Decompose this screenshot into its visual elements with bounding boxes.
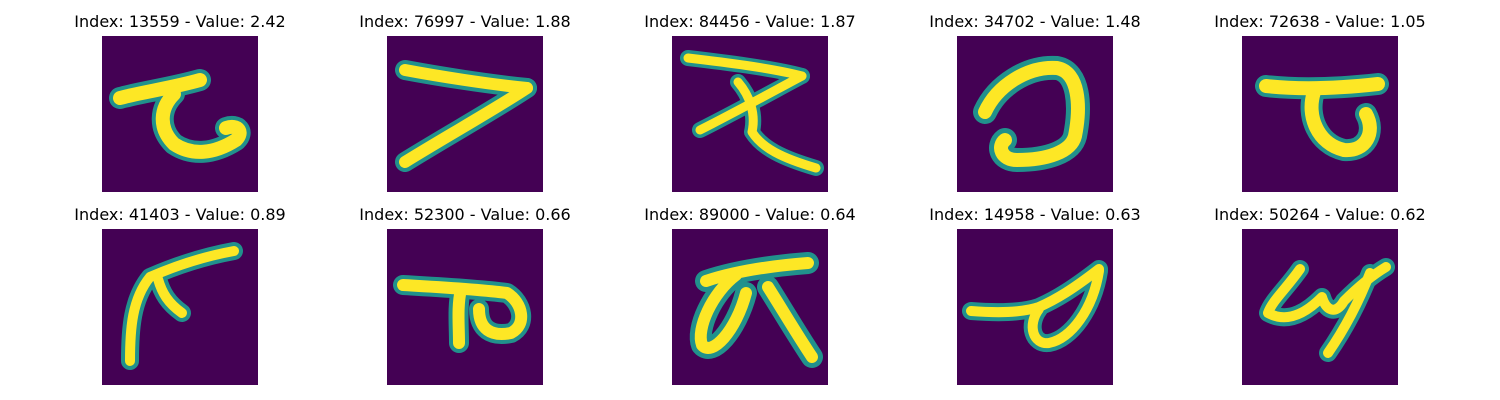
panel-image [1242, 36, 1398, 192]
glyph-image [689, 252, 823, 368]
panel-image [957, 229, 1113, 385]
panel-8: Index: 89000 - Value: 0.64 [600, 193, 900, 385]
panel-7: Index: 52300 - Value: 0.66 [315, 193, 615, 385]
panel-title: Index: 84456 - Value: 1.87 [644, 12, 856, 31]
panel-title: Index: 13559 - Value: 2.42 [74, 12, 286, 31]
glyph-image [393, 275, 531, 353]
panel-3: Index: 84456 - Value: 1.87 [600, 0, 900, 192]
panel-image [387, 36, 543, 192]
panel-image [102, 229, 258, 385]
panel-5: Index: 72638 - Value: 1.05 [1170, 0, 1470, 192]
panel-title: Index: 41403 - Value: 0.89 [74, 205, 286, 224]
panel-1: Index: 13559 - Value: 2.42 [30, 0, 330, 192]
panel-image [957, 36, 1113, 192]
panel-image [672, 36, 828, 192]
panel-title: Index: 76997 - Value: 1.88 [359, 12, 571, 31]
panel-title: Index: 72638 - Value: 1.05 [1214, 12, 1426, 31]
panel-10: Index: 50264 - Value: 0.62 [1170, 193, 1470, 385]
panel-6: Index: 41403 - Value: 0.89 [30, 193, 330, 385]
glyph-image [1255, 73, 1389, 162]
panel-image [1242, 229, 1398, 385]
panel-title: Index: 34702 - Value: 1.48 [929, 12, 1141, 31]
panel-image [672, 229, 828, 385]
glyph-image [1259, 258, 1395, 362]
panel-image [387, 229, 543, 385]
panel-title: Index: 52300 - Value: 0.66 [359, 205, 571, 224]
panel-title: Index: 89000 - Value: 0.64 [644, 205, 856, 224]
panel-4: Index: 34702 - Value: 1.48 [885, 0, 1185, 192]
panel-image [102, 36, 258, 192]
panel-2: Index: 76997 - Value: 1.88 [315, 0, 615, 192]
glyph-image [395, 60, 537, 172]
panel-title: Index: 14958 - Value: 0.63 [929, 205, 1141, 224]
glyph-image [109, 69, 251, 163]
glyph-image [121, 242, 243, 370]
panel-title: Index: 50264 - Value: 0.62 [1214, 205, 1426, 224]
glyph-image [962, 260, 1108, 352]
glyph-image [973, 55, 1090, 172]
panel-9: Index: 14958 - Value: 0.63 [885, 193, 1185, 385]
glyph-image [680, 50, 824, 176]
